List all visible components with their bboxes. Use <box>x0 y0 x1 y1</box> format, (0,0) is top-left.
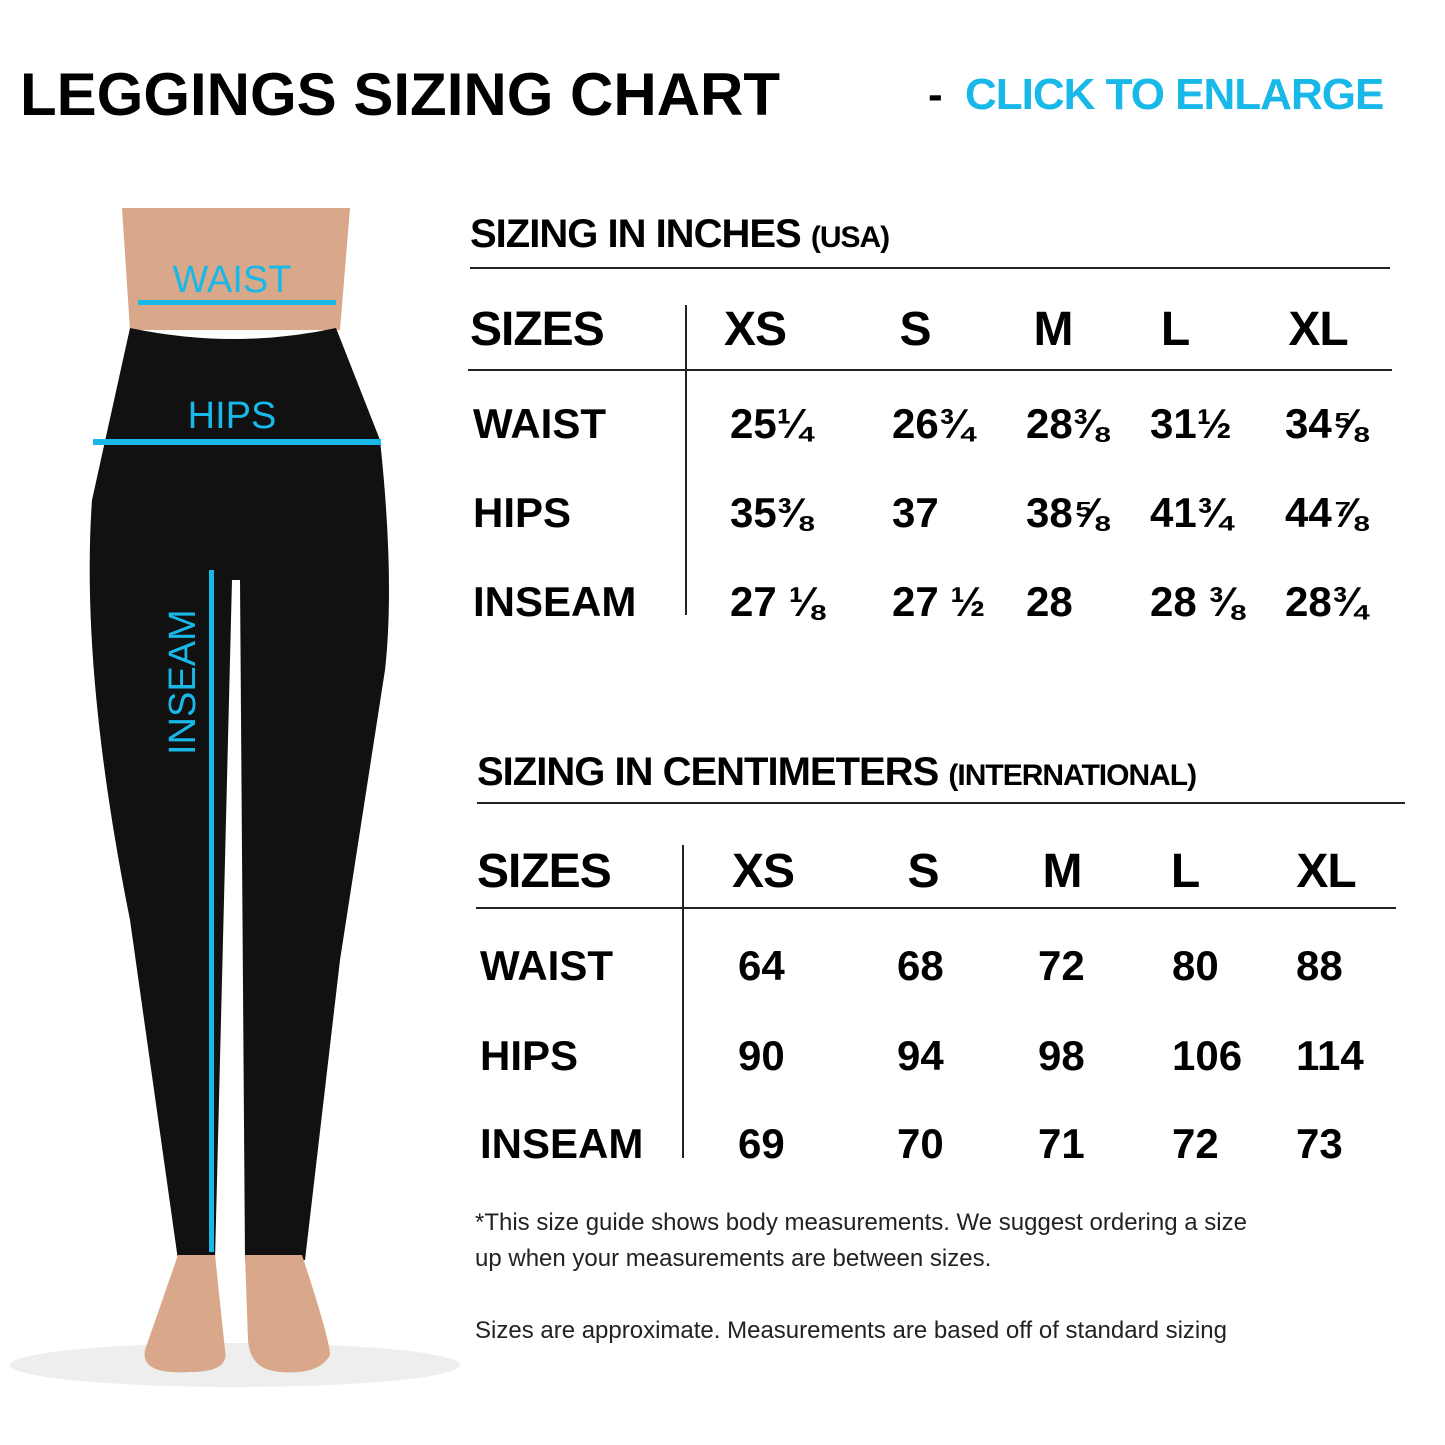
table-cell: 34⅝ <box>1285 400 1367 447</box>
divider <box>477 802 1405 804</box>
inches-heading-sub: (USA) <box>810 221 890 254</box>
table-cell: 106 <box>1172 1032 1243 1079</box>
size-header-m: M <box>1033 303 1074 356</box>
title-separator: - <box>928 70 943 119</box>
table-cell: 26¾ <box>892 400 974 447</box>
size-header-s: S <box>899 303 931 356</box>
table-cell: 98 <box>1038 1032 1085 1079</box>
table-cell: 114 <box>1296 1032 1364 1079</box>
page-title: LEGGINGS SIZING CHART <box>20 61 781 128</box>
row-label-inseam: INSEAM <box>473 578 637 625</box>
cm-heading-text: SIZING IN CENTIMETERS <box>477 750 939 794</box>
size-header-xl: XL <box>1296 845 1356 898</box>
table-cell: 73 <box>1296 1120 1343 1167</box>
table-cell: 28 <box>1026 578 1073 625</box>
table-cell: 90 <box>738 1032 785 1079</box>
table-cell: 35⅜ <box>730 489 812 536</box>
table-cell: 31½ <box>1150 400 1232 447</box>
table-cell: 72 <box>1172 1120 1219 1167</box>
table-cell: 72 <box>1038 942 1085 989</box>
size-header-l: L <box>1160 303 1190 356</box>
size-header-m: M <box>1042 845 1083 898</box>
table-cell: 80 <box>1172 942 1219 989</box>
table-cell: 28¾ <box>1285 578 1367 625</box>
inches-heading-text: SIZING IN INCHES <box>470 212 802 256</box>
size-header-s: S <box>907 845 939 898</box>
inches-sizes-label: SIZES <box>470 303 605 356</box>
table-cell: 68 <box>897 942 944 989</box>
size-header-xl: XL <box>1288 303 1348 356</box>
cm-heading: SIZING IN CENTIMETERS (INTERNATIONAL) <box>477 750 1197 795</box>
table-cell: 37 <box>892 489 939 536</box>
table-cell: 70 <box>897 1120 944 1167</box>
inseam-label: INSEAM <box>162 609 204 755</box>
floor-shadow <box>10 1343 460 1387</box>
table-cell: 71 <box>1038 1120 1085 1167</box>
leggings-figure: WAIST HIPS INSEAM <box>10 208 460 1387</box>
hips-label: HIPS <box>188 395 277 437</box>
right-foot <box>245 1255 330 1373</box>
table-cell: 64 <box>738 942 785 989</box>
divider <box>476 907 1396 909</box>
click-to-enlarge-link[interactable]: CLICK TO ENLARGE <box>965 70 1384 119</box>
row-label-waist: WAIST <box>480 942 613 989</box>
waist-line <box>138 300 336 305</box>
row-label-hips: HIPS <box>473 489 572 536</box>
leggings <box>89 328 389 1260</box>
table-cell: 27 ½ <box>892 578 986 625</box>
table-cell: 38⅝ <box>1026 489 1108 536</box>
inches-heading: SIZING IN INCHES (USA) <box>470 212 890 257</box>
left-foot <box>144 1255 226 1373</box>
table-cell: 88 <box>1296 942 1343 989</box>
row-label-hips: HIPS <box>480 1032 579 1079</box>
size-header-l: L <box>1170 845 1200 898</box>
note-line-1: *This size guide shows body measurements… <box>475 1209 1247 1236</box>
note-line-2: up when your measurements are between si… <box>475 1245 992 1272</box>
size-header-xs: XS <box>731 845 795 898</box>
divider <box>470 267 1390 269</box>
hips-line <box>93 439 381 445</box>
size-header-xs: XS <box>723 303 787 356</box>
table-cell: 25¼ <box>730 400 812 447</box>
row-label-inseam: INSEAM <box>480 1120 644 1167</box>
divider <box>685 305 687 615</box>
table-cell: 28 ⅜ <box>1150 578 1244 625</box>
table-cell: 44⅞ <box>1285 489 1367 536</box>
note-line-3: Sizes are approximate. Measurements are … <box>475 1317 1227 1344</box>
inseam-line <box>209 570 214 1252</box>
cm-sizes-label: SIZES <box>477 845 612 898</box>
table-cell: 94 <box>897 1032 944 1079</box>
table-cell: 41¾ <box>1150 489 1232 536</box>
waist-label: WAIST <box>173 259 292 301</box>
row-label-waist: WAIST <box>473 400 606 447</box>
table-cell: 27 ⅛ <box>730 578 824 625</box>
divider <box>468 369 1392 371</box>
table-cell: 28⅜ <box>1026 400 1108 447</box>
cm-heading-sub: (INTERNATIONAL) <box>948 759 1197 792</box>
table-cell: 69 <box>738 1120 785 1167</box>
torso <box>122 208 350 330</box>
divider <box>682 845 684 1158</box>
